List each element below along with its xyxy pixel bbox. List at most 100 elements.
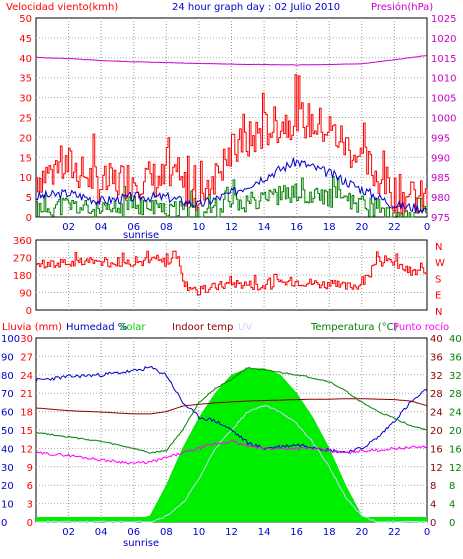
- indoor-tick-label: 20: [430, 426, 443, 437]
- time-tick-label: 08: [160, 222, 173, 233]
- time-tick-label: 20: [355, 222, 368, 233]
- pressure-tick-label: 1020: [431, 34, 456, 45]
- pressure-axis-title: Presión(hPa): [371, 1, 433, 13]
- time-tick-label: 22: [388, 527, 401, 538]
- solar-baseline: [36, 517, 427, 522]
- direction-tick-label: 180: [13, 271, 32, 282]
- indoor-tick-label: 4: [430, 500, 436, 511]
- temperature-tick-label: 12: [449, 463, 462, 474]
- temperature-tick-label: 4: [449, 500, 455, 511]
- wind-tick-label: 45: [19, 34, 32, 45]
- direction-tick-label: 90: [19, 289, 32, 300]
- time-tick-label: 12: [225, 222, 238, 233]
- pressure-tick-label: 980: [431, 193, 450, 204]
- pressure-tick-label: 1025: [431, 14, 456, 25]
- indoor-tick-label: 36: [430, 352, 443, 363]
- temperature-tick-label: 36: [449, 352, 462, 363]
- rain-tick-label: 27: [20, 352, 33, 363]
- time-tick-label: 04: [95, 527, 108, 538]
- pressure-tick-label: 1000: [431, 114, 456, 125]
- indoor-tick-label: 40: [430, 334, 443, 345]
- temperature-tick-label: 28: [449, 389, 462, 400]
- pressure-tick-label: 975: [431, 213, 450, 224]
- temperature-tick-label: 24: [449, 408, 462, 419]
- temperature-tick-label: 8: [449, 481, 455, 492]
- wind-tick-label: 25: [19, 114, 32, 125]
- time-tick-label: 0: [424, 527, 430, 538]
- rain-tick-label: 9: [27, 463, 33, 474]
- time-tick-label: 02: [62, 527, 75, 538]
- sunrise-label-top: sunrise: [123, 230, 159, 241]
- rain-tick-label: 30: [20, 334, 33, 345]
- indoor-tick-label: 32: [430, 371, 443, 382]
- humidity-tick-label: 90: [1, 352, 14, 363]
- humidity-tick-label: 100: [1, 334, 20, 345]
- humidity-label: Humedad %: [66, 322, 127, 333]
- time-tick-label: 12: [225, 527, 238, 538]
- compass-label: N: [435, 242, 442, 253]
- solar-label: Solar: [120, 322, 146, 333]
- indoor-tick-label: 16: [430, 444, 443, 455]
- humidity-tick-label: 40: [1, 444, 14, 455]
- rain-tick-label: 15: [20, 426, 33, 437]
- humidity-tick-label: 0: [1, 518, 7, 529]
- pressure-series: [35, 55, 428, 66]
- time-tick-label: 16: [290, 222, 303, 233]
- wind-avg-series: [35, 157, 428, 215]
- time-tick-label: 10: [193, 527, 206, 538]
- time-tick-label: 06: [127, 527, 140, 538]
- time-tick-label: 02: [62, 222, 75, 233]
- time-tick-label: 16: [290, 527, 303, 538]
- wind-gust-series: [36, 74, 428, 215]
- direction-tick-label: 0: [26, 306, 32, 317]
- humidity-tick-label: 10: [1, 500, 14, 511]
- temperature-tick-label: 40: [449, 334, 462, 345]
- direction-tick-label: 360: [13, 236, 32, 247]
- wind-tick-label: 30: [19, 94, 32, 105]
- humidity-tick-label: 50: [1, 426, 14, 437]
- humidity-tick-label: 60: [1, 408, 14, 419]
- indoor-temp-series: [35, 398, 428, 415]
- wind-tick-label: 40: [19, 54, 32, 65]
- time-tick-label: 14: [258, 527, 271, 538]
- dew-point-series: [35, 440, 428, 465]
- rain-tick-label: 3: [27, 500, 33, 511]
- temperature-tick-label: 0: [449, 518, 455, 529]
- time-tick-label: 10: [193, 222, 206, 233]
- time-tick-label: 04: [95, 222, 108, 233]
- rain-tick-label: 24: [20, 371, 33, 382]
- rain-tick-label: 12: [20, 444, 33, 455]
- wind-tick-label: 10: [19, 173, 32, 184]
- indoor-tick-label: 24: [430, 408, 443, 419]
- wind-tick-label: 50: [19, 14, 32, 25]
- time-tick-label: 08: [160, 527, 173, 538]
- uv-label: UV: [238, 322, 252, 333]
- time-tick-label: 18: [323, 222, 336, 233]
- humidity-tick-label: 30: [1, 463, 14, 474]
- humidity-tick-label: 80: [1, 371, 14, 382]
- time-tick-label: 06: [127, 222, 140, 233]
- rain-tick-label: 21: [20, 389, 33, 400]
- compass-label: E: [435, 291, 441, 302]
- rain-tick-label: 6: [27, 481, 33, 492]
- time-tick-label: 18: [323, 527, 336, 538]
- temperature-tick-label: 32: [449, 371, 462, 382]
- wind-tick-label: 20: [19, 133, 32, 144]
- compass-label: N: [435, 307, 442, 318]
- humidity-series: [35, 365, 428, 454]
- compass-label: S: [435, 274, 441, 285]
- temperature-series: [35, 367, 428, 454]
- wind-tick-label: 15: [19, 153, 32, 164]
- direction-tick-label: 270: [13, 254, 32, 265]
- indoor-tick-label: 8: [430, 481, 436, 492]
- temperature-label: Temperatura (°C): [310, 322, 398, 333]
- time-tick-label: 14: [258, 222, 271, 233]
- wind-tick-label: 0: [26, 213, 32, 224]
- rain-tick-label: 18: [20, 408, 33, 419]
- pressure-tick-label: 990: [431, 153, 450, 164]
- compass-label: W: [435, 258, 445, 269]
- wind-tick-label: 5: [26, 193, 32, 204]
- rain-label: Lluvia (mm): [2, 322, 62, 333]
- pressure-tick-label: 1015: [431, 54, 456, 65]
